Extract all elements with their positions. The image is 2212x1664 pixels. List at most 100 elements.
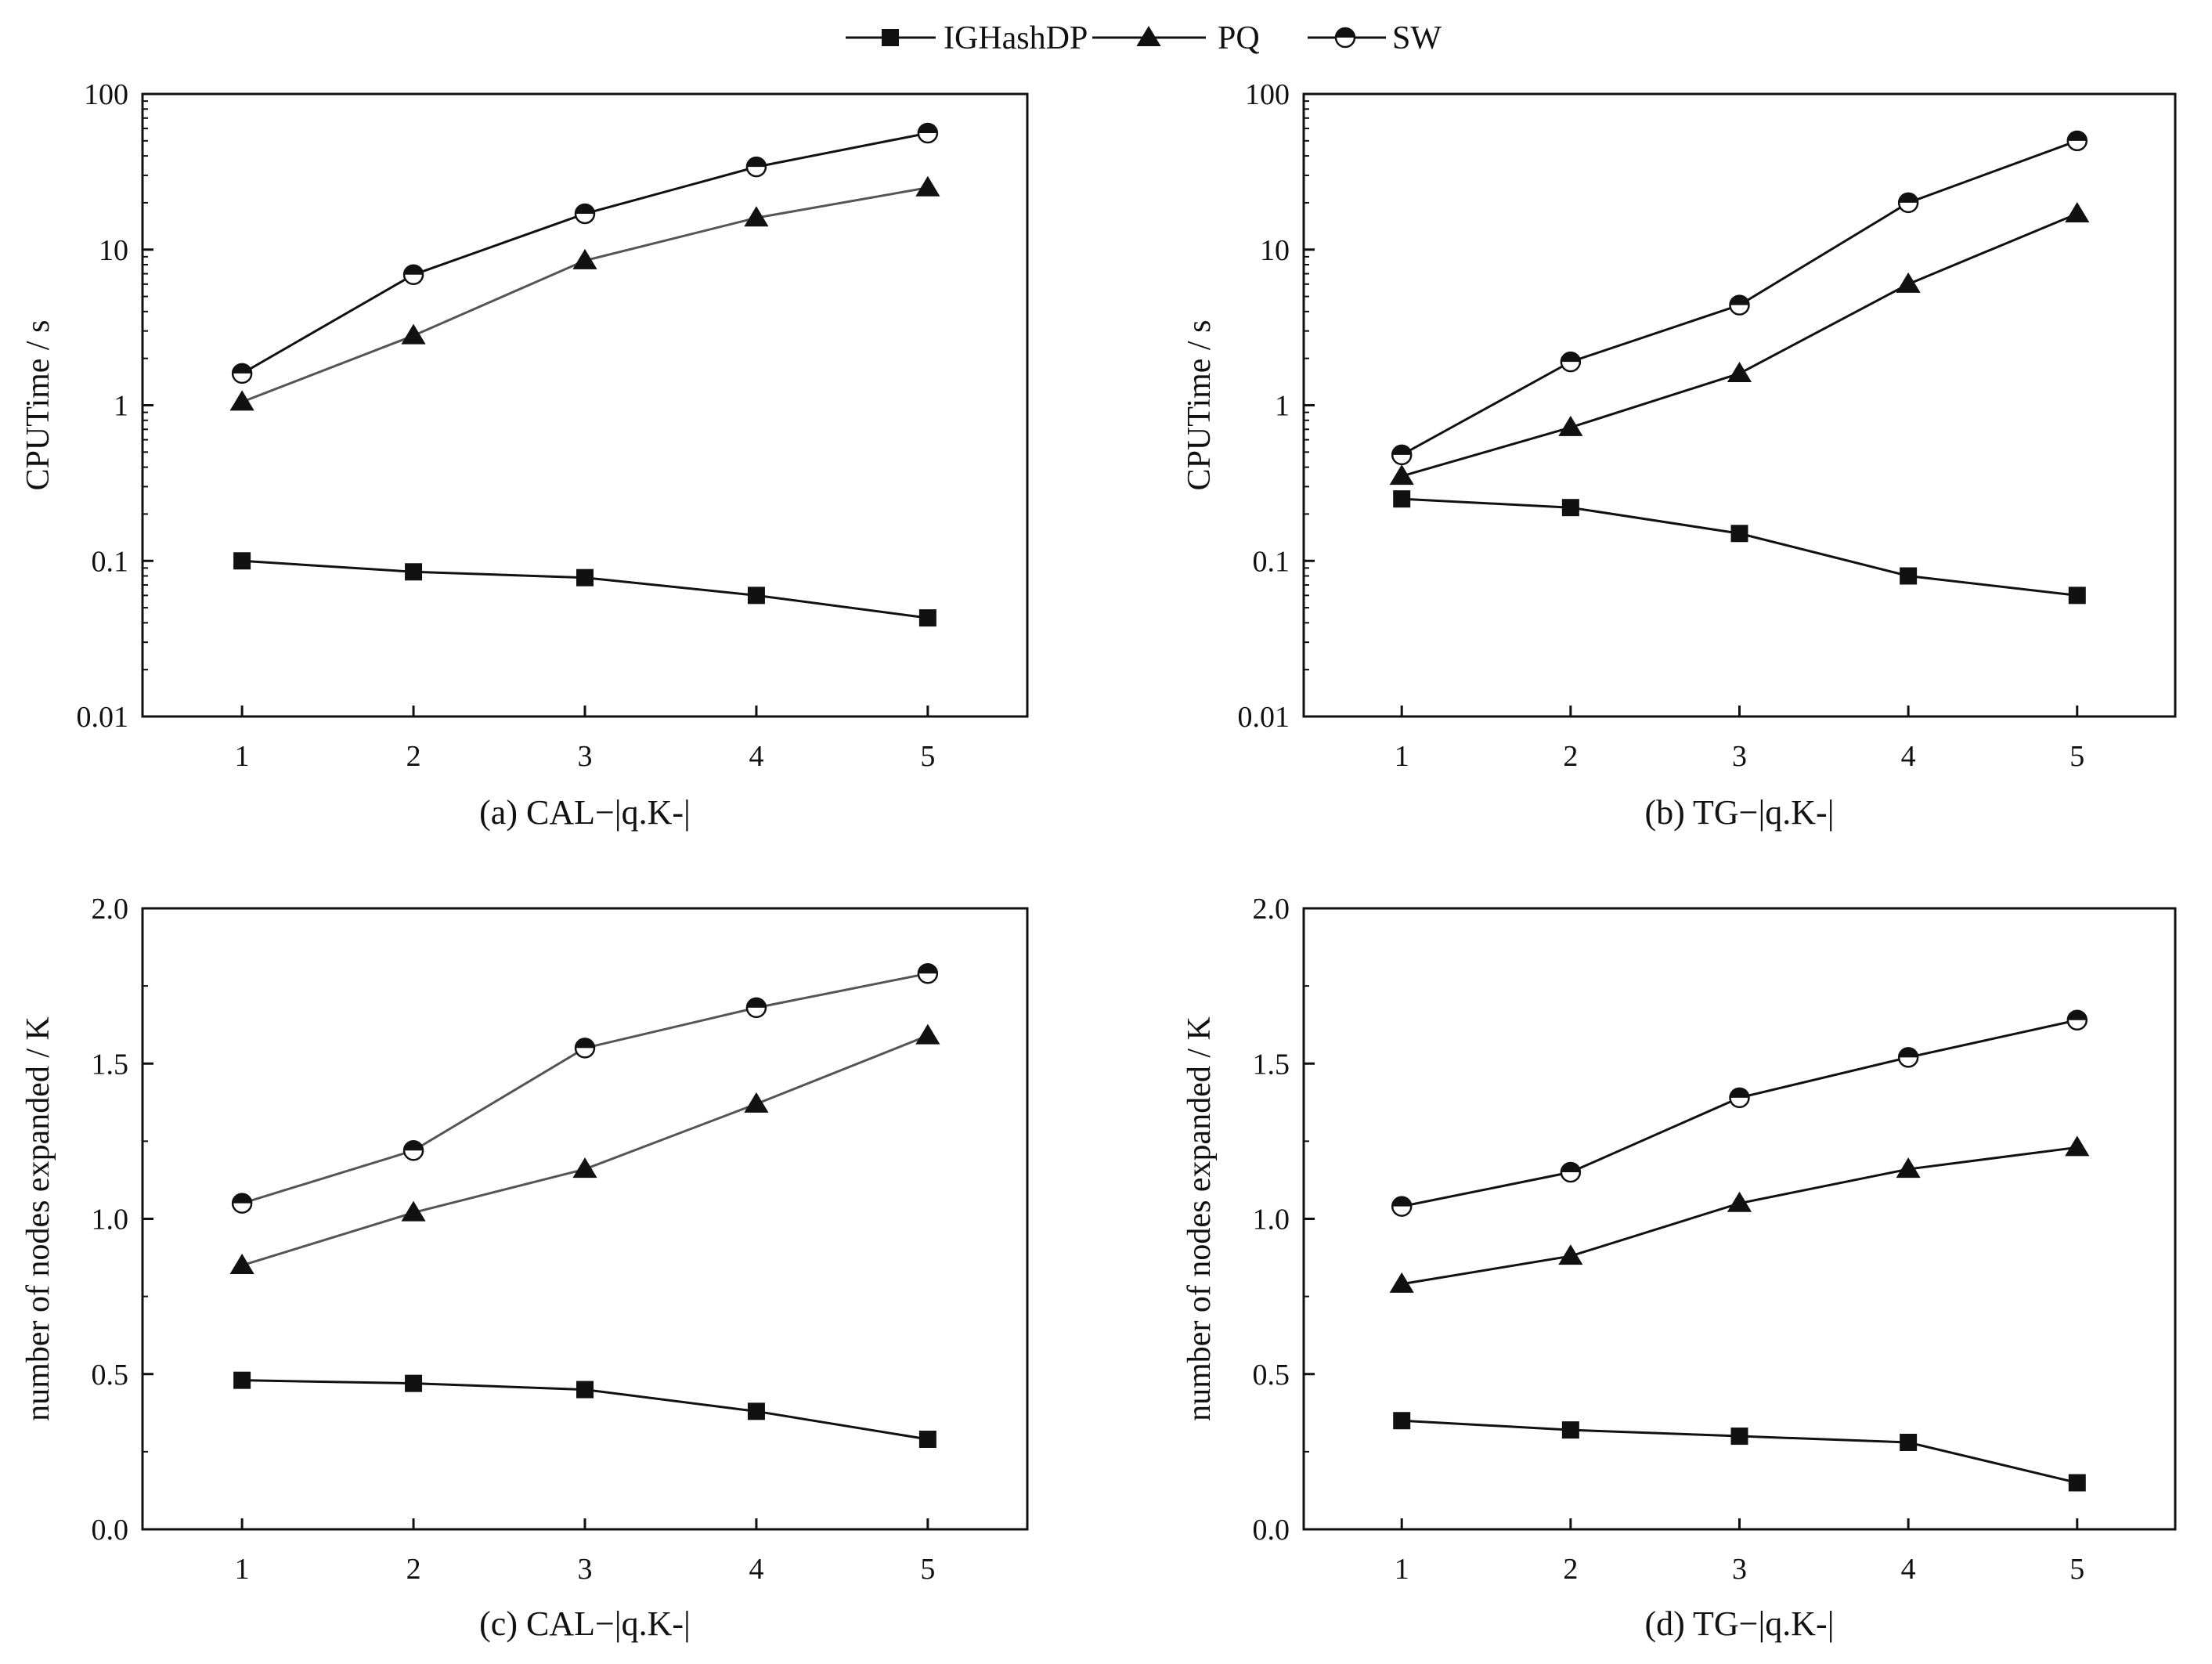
- data-point-ighashdp-5: [918, 609, 936, 627]
- plot-frame: [1302, 92, 2177, 718]
- data-point-sw-5: [2066, 1009, 2088, 1031]
- series-sw: [1391, 130, 2088, 466]
- data-point-pq-5-shape: [915, 1023, 940, 1045]
- y-tick-label: 10: [99, 234, 128, 267]
- data-point-pq-4: [744, 1092, 769, 1113]
- x-tick-label: 4: [749, 1553, 763, 1586]
- x-tick-label: 5: [920, 1553, 935, 1586]
- data-point-ighashdp-5-shape: [2068, 587, 2086, 605]
- y-tick-label: 0.5: [92, 1359, 129, 1391]
- panel-caption: (d) TG−|q.K-|: [1644, 1604, 1834, 1643]
- chart-a: 0.01 0.1 1 10 100 1 2 3 4 5 CPUTime / s (a) CAL−|q.…: [20, 78, 1029, 832]
- data-point-sw-4: [745, 156, 767, 178]
- y-tick-label: 100: [84, 78, 128, 111]
- data-point-ighashdp-5: [918, 1431, 936, 1449]
- data-point-pq-5-shape: [915, 175, 940, 197]
- x-tick-label: 2: [1563, 1553, 1578, 1586]
- data-point-pq-1-shape: [229, 390, 254, 411]
- chart-c: 0.0 0.5 1.0 1.5 2.0 1 2 3 4 5 number of nodes expa…: [20, 893, 1029, 1643]
- data-point-ighashdp-4: [1900, 567, 1918, 585]
- y-axis-label: number of nodes expanded / K: [20, 1016, 56, 1421]
- x-tick-label: 2: [1563, 740, 1578, 773]
- data-point-pq-5: [915, 175, 940, 197]
- legend-label: PQ: [1218, 20, 1260, 56]
- data-point-ighashdp-2: [405, 1374, 423, 1392]
- data-point-sw-4-fill: [746, 998, 766, 1008]
- data-point-pq-4: [744, 206, 769, 227]
- legend-marker-fill: [1336, 28, 1355, 38]
- data-point-pq-3: [1727, 361, 1752, 382]
- data-point-pq-5-shape: [2065, 201, 2090, 222]
- data-point-ighashdp-1-shape: [1393, 1412, 1411, 1430]
- chart-d: 0.0 0.5 1.0 1.5 2.0 1 2 3 4 5 number of nodes expa…: [1182, 893, 2177, 1643]
- x-tick-label: 4: [1901, 740, 1916, 773]
- legend-marker-shape: [1136, 26, 1161, 47]
- data-point-pq-1: [229, 390, 254, 411]
- data-point-pq-1-shape: [1389, 464, 1414, 485]
- y-tick-label: 0.1: [92, 545, 129, 578]
- data-point-sw-5-fill: [918, 964, 937, 974]
- series-ighashdp: [233, 552, 936, 627]
- y-tick-label: 100: [1245, 78, 1290, 111]
- data-point-pq-2-shape: [1558, 415, 1583, 436]
- data-point-sw-5-fill: [2067, 1010, 2087, 1020]
- data-point-pq-5: [915, 1023, 940, 1045]
- series-sw: [231, 963, 939, 1214]
- data-point-ighashdp-4: [747, 587, 765, 605]
- data-point-ighashdp-5-shape: [2068, 1474, 2086, 1492]
- data-point-ighashdp-1: [1393, 490, 1411, 508]
- data-point-sw-3: [574, 1038, 596, 1059]
- data-point-sw-2-fill: [404, 1141, 424, 1151]
- data-point-ighashdp-3-shape: [1730, 1428, 1748, 1446]
- data-point-pq-1: [1389, 464, 1414, 485]
- data-point-ighashdp-4-shape: [747, 587, 765, 605]
- series-ighashdp: [1393, 1412, 2086, 1492]
- data-point-pq-5-shape: [2065, 1135, 2090, 1157]
- data-point-ighashdp-1-shape: [1393, 490, 1411, 508]
- x-tick-label: 3: [1732, 740, 1747, 773]
- data-point-sw-4: [745, 997, 767, 1019]
- legend-item-ighashdp: IGHashDP: [846, 20, 1088, 56]
- data-point-ighashdp-1: [233, 552, 251, 570]
- data-point-sw-5: [917, 122, 939, 144]
- data-point-sw-1-fill: [233, 1193, 252, 1204]
- data-point-sw-2-fill: [1561, 1163, 1580, 1173]
- data-point-sw-1-fill: [1392, 1197, 1412, 1207]
- legend-label: IGHashDP: [944, 20, 1088, 56]
- x-tick-label: 5: [920, 740, 935, 773]
- data-point-ighashdp-3-shape: [1730, 525, 1748, 543]
- data-point-ighashdp-3-shape: [576, 569, 594, 587]
- x-tick-label: 3: [1732, 1553, 1747, 1586]
- data-point-pq-3-shape: [572, 1157, 597, 1179]
- data-point-sw-4-fill: [1899, 193, 1918, 203]
- data-point-sw-5-fill: [918, 124, 937, 134]
- data-point-pq-3-shape: [1727, 1191, 1752, 1212]
- y-tick-label: 10: [1260, 234, 1290, 267]
- data-point-sw-2: [402, 264, 424, 286]
- x-tick-label: 3: [578, 1553, 593, 1586]
- data-point-ighashdp-4: [747, 1402, 765, 1420]
- data-point-pq-4: [1896, 272, 1921, 293]
- data-point-ighashdp-2-shape: [1561, 1421, 1579, 1439]
- legend: IGHashDP PQ SW: [846, 20, 1442, 56]
- series-pq: [1389, 201, 2090, 485]
- x-tick-label: 1: [235, 1553, 250, 1586]
- series-ighashdp: [1393, 490, 2086, 605]
- data-point-pq-2: [1558, 1244, 1583, 1265]
- data-point-sw-4: [1897, 192, 1919, 214]
- data-point-pq-1-shape: [1389, 1272, 1414, 1293]
- y-tick-label: 0.0: [1253, 1514, 1290, 1547]
- data-point-sw-3-fill: [576, 1038, 594, 1049]
- legend-item-pq: PQ: [1092, 20, 1260, 56]
- data-point-sw-1: [231, 1193, 253, 1214]
- data-point-ighashdp-4-shape: [747, 1402, 765, 1420]
- x-tick-label: 4: [749, 740, 763, 773]
- series-line: [1401, 212, 2078, 478]
- data-point-sw-3-fill: [576, 204, 594, 214]
- data-point-sw-5: [2066, 130, 2088, 152]
- data-point-ighashdp-3: [576, 569, 594, 587]
- data-point-sw-2: [1560, 1161, 1582, 1183]
- series-pq: [229, 1023, 940, 1275]
- chart-b: 0.01 0.1 1 10 100 1 2 3 4 5 CPUTime / s (b) TG−|q.K…: [1182, 78, 2177, 832]
